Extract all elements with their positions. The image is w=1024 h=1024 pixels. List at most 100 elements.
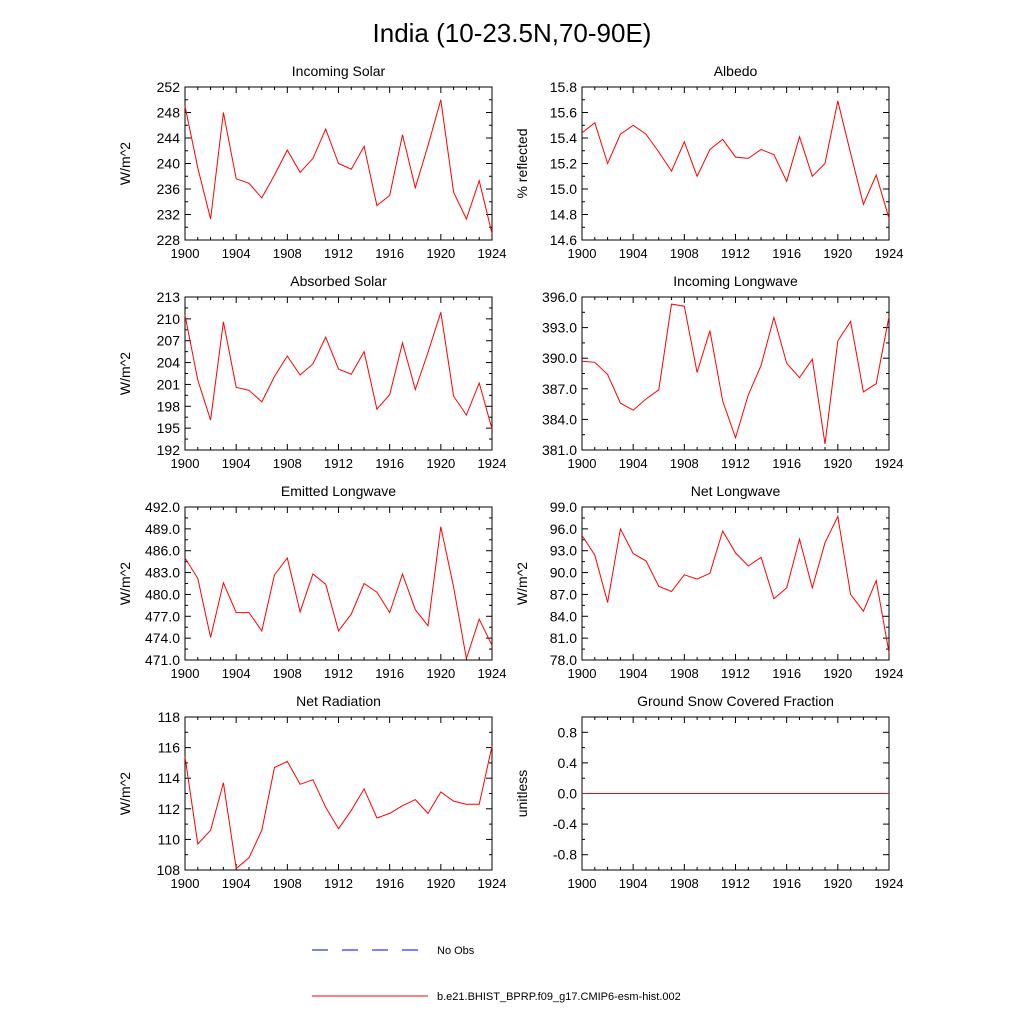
panel-net-radiation-y-tick-label: 108 [157, 862, 181, 878]
panel-net-radiation-x-tick-label: 1908 [273, 876, 302, 891]
legend-model-label: b.e21.BHIST_BPRP.f09_g17.CMIP6-esm-hist.… [437, 991, 681, 1003]
panel-net-longwave-x-tick-label: 1908 [670, 666, 699, 681]
panel-incoming-solar-y-tick-label: 244 [157, 130, 181, 146]
panel-incoming-solar-title: Incoming Solar [292, 63, 386, 79]
panel-net-longwave-title: Net Longwave [691, 483, 781, 499]
panel-incoming-longwave-y-tick-label: 393.0 [542, 320, 577, 336]
panel-incoming-solar-x-tick-label: 1904 [222, 246, 251, 261]
panel-incoming-solar-y-tick-label: 232 [157, 207, 181, 223]
panel-incoming-solar-x-tick-label: 1924 [478, 246, 507, 261]
panel-albedo-series-line [581, 100, 890, 219]
panel-albedo-y-tick-label: 15.2 [550, 156, 577, 172]
panel-incoming-solar-x-tick-label: 1900 [171, 246, 200, 261]
panel-incoming-longwave-title: Incoming Longwave [673, 273, 798, 289]
panel-albedo: 1900 1904 1908 1912 1916 1920 1924 14.6 14.8 15.0… [514, 63, 903, 261]
panel-net-radiation-x-tick-label: 1912 [324, 876, 353, 891]
panel-incoming-longwave-x-tick-label: 1900 [568, 456, 597, 471]
panel-albedo-y-tick-label: 15.6 [550, 105, 577, 121]
panel-ground-snow-covered-fraction-title: Ground Snow Covered Fraction [637, 693, 834, 709]
panel-emitted-longwave-x-tick-label: 1924 [478, 666, 507, 681]
panel-emitted-longwave-title: Emitted Longwave [281, 483, 396, 499]
panel-albedo-y-tick-label: 15.8 [550, 79, 577, 95]
panel-ground-snow-covered-fraction-y-axis-label: unitless [514, 770, 530, 817]
panel-incoming-longwave-y-tick-label: 387.0 [542, 381, 577, 397]
panel-ground-snow-covered-fraction-y-tick-label: 0.0 [558, 786, 578, 802]
panel-incoming-longwave-y-tick-label: 384.0 [542, 411, 577, 427]
panel-emitted-longwave-series-line [184, 526, 493, 659]
panel-net-radiation-x-tick-label: 1904 [222, 876, 251, 891]
panel-incoming-solar-y-tick-label: 228 [157, 232, 181, 248]
panel-emitted-longwave: 1900 1904 1908 1912 1916 1920 1924 471.0 474.0 47… [117, 483, 506, 681]
panel-net-radiation-y-tick-label: 116 [158, 740, 181, 756]
panel-absorbed-solar-x-tick-label: 1916 [375, 456, 404, 471]
panel-ground-snow-covered-fraction-x-tick-label: 1916 [772, 876, 801, 891]
panel-emitted-longwave-y-tick-label: 480.0 [145, 586, 180, 602]
panel-net-radiation-y-tick-label: 110 [158, 831, 181, 847]
panel-net-longwave-y-tick-label: 96.0 [550, 521, 577, 537]
panel-net-radiation-series-line [184, 745, 493, 870]
panel-net-radiation-title: Net Radiation [296, 693, 381, 709]
panel-emitted-longwave-x-tick-label: 1900 [171, 666, 200, 681]
panel-emitted-longwave-x-tick-label: 1908 [273, 666, 302, 681]
panel-net-longwave-series-line [581, 514, 890, 653]
panel-net-longwave-y-tick-label: 84.0 [550, 608, 577, 624]
panel-net-longwave-y-tick-label: 99.0 [550, 499, 577, 515]
panel-incoming-longwave-x-tick-label: 1916 [772, 456, 801, 471]
panel-net-radiation-x-tick-label: 1916 [375, 876, 404, 891]
panel-emitted-longwave-y-tick-label: 489.0 [145, 521, 180, 537]
panel-absorbed-solar-x-tick-label: 1920 [426, 456, 455, 471]
panel-absorbed-solar-x-tick-label: 1904 [222, 456, 251, 471]
panel-incoming-solar-x-tick-label: 1916 [375, 246, 404, 261]
legend: No Obs b.e21.BHIST_BPRP.f09_g17.CMIP6-es… [312, 945, 681, 1003]
panel-absorbed-solar-y-axis-label: W/m^2 [117, 352, 133, 395]
panel-incoming-solar-y-tick-label: 236 [157, 181, 181, 197]
panel-ground-snow-covered-fraction-x-tick-label: 1904 [619, 876, 648, 891]
panel-ground-snow-covered-fraction-y-tick-label: -0.4 [553, 816, 577, 832]
panel-emitted-longwave-x-tick-label: 1904 [222, 666, 251, 681]
panel-incoming-solar-series-line [184, 99, 493, 234]
panel-emitted-longwave-y-axis-label: W/m^2 [117, 562, 133, 605]
panel-absorbed-solar-y-tick-label: 210 [157, 311, 181, 327]
panel-ground-snow-covered-fraction-y-tick-label: -0.8 [553, 847, 577, 863]
panel-absorbed-solar-x-tick-label: 1912 [324, 456, 353, 471]
panel-net-radiation-frame [184, 716, 493, 871]
panel-albedo-x-tick-label: 1920 [823, 246, 852, 261]
panel-albedo-x-tick-label: 1908 [670, 246, 699, 261]
panel-absorbed-solar-y-tick-label: 213 [157, 289, 181, 305]
panel-net-longwave-x-tick-label: 1900 [568, 666, 597, 681]
panel-ground-snow-covered-fraction-y-tick-label: 0.4 [558, 755, 578, 771]
panel-incoming-solar-x-tick-label: 1912 [324, 246, 353, 261]
panel-albedo-y-tick-label: 14.6 [550, 232, 577, 248]
panel-net-longwave: 1900 1904 1908 1912 1916 1920 1924 78.0 81.0 84.0… [514, 483, 903, 681]
panel-net-longwave-y-tick-label: 90.0 [550, 565, 577, 581]
panel-incoming-longwave-x-tick-label: 1904 [619, 456, 648, 471]
legend-obs-label: No Obs [437, 945, 475, 957]
panel-net-radiation-x-tick-label: 1924 [478, 876, 507, 891]
panel-incoming-solar-x-tick-label: 1920 [426, 246, 455, 261]
panel-ground-snow-covered-fraction-x-tick-label: 1920 [823, 876, 852, 891]
panel-ground-snow-covered-fraction-x-tick-label: 1924 [875, 876, 904, 891]
panel-incoming-solar-y-tick-label: 248 [157, 105, 181, 121]
panel-absorbed-solar-x-tick-label: 1900 [171, 456, 200, 471]
panel-emitted-longwave-y-tick-label: 474.0 [145, 630, 180, 646]
panel-absorbed-solar-y-tick-label: 195 [157, 420, 181, 436]
panel-incoming-longwave-y-tick-label: 390.0 [542, 350, 577, 366]
panel-emitted-longwave-frame [184, 506, 493, 661]
panel-net-radiation-y-tick-label: 118 [158, 709, 181, 725]
panel-emitted-longwave-y-tick-label: 486.0 [145, 543, 180, 559]
panel-emitted-longwave-x-tick-label: 1912 [324, 666, 353, 681]
panel-net-longwave-y-tick-label: 93.0 [550, 543, 577, 559]
panel-albedo-y-tick-label: 15.0 [550, 181, 577, 197]
panel-incoming-longwave-y-tick-label: 396.0 [542, 289, 577, 305]
panel-incoming-longwave-series-line [581, 303, 890, 444]
panel-absorbed-solar-title: Absorbed Solar [290, 273, 387, 289]
panel-incoming-longwave-frame [581, 296, 890, 451]
panel-emitted-longwave-y-tick-label: 477.0 [145, 608, 180, 624]
panel-albedo-x-tick-label: 1912 [721, 246, 750, 261]
panel-net-longwave-x-tick-label: 1920 [823, 666, 852, 681]
panel-albedo-x-tick-label: 1924 [875, 246, 904, 261]
panel-net-longwave-y-tick-label: 78.0 [550, 652, 577, 668]
panel-albedo-y-axis-label: % reflected [514, 128, 530, 198]
panel-ground-snow-covered-fraction-x-tick-label: 1900 [568, 876, 597, 891]
